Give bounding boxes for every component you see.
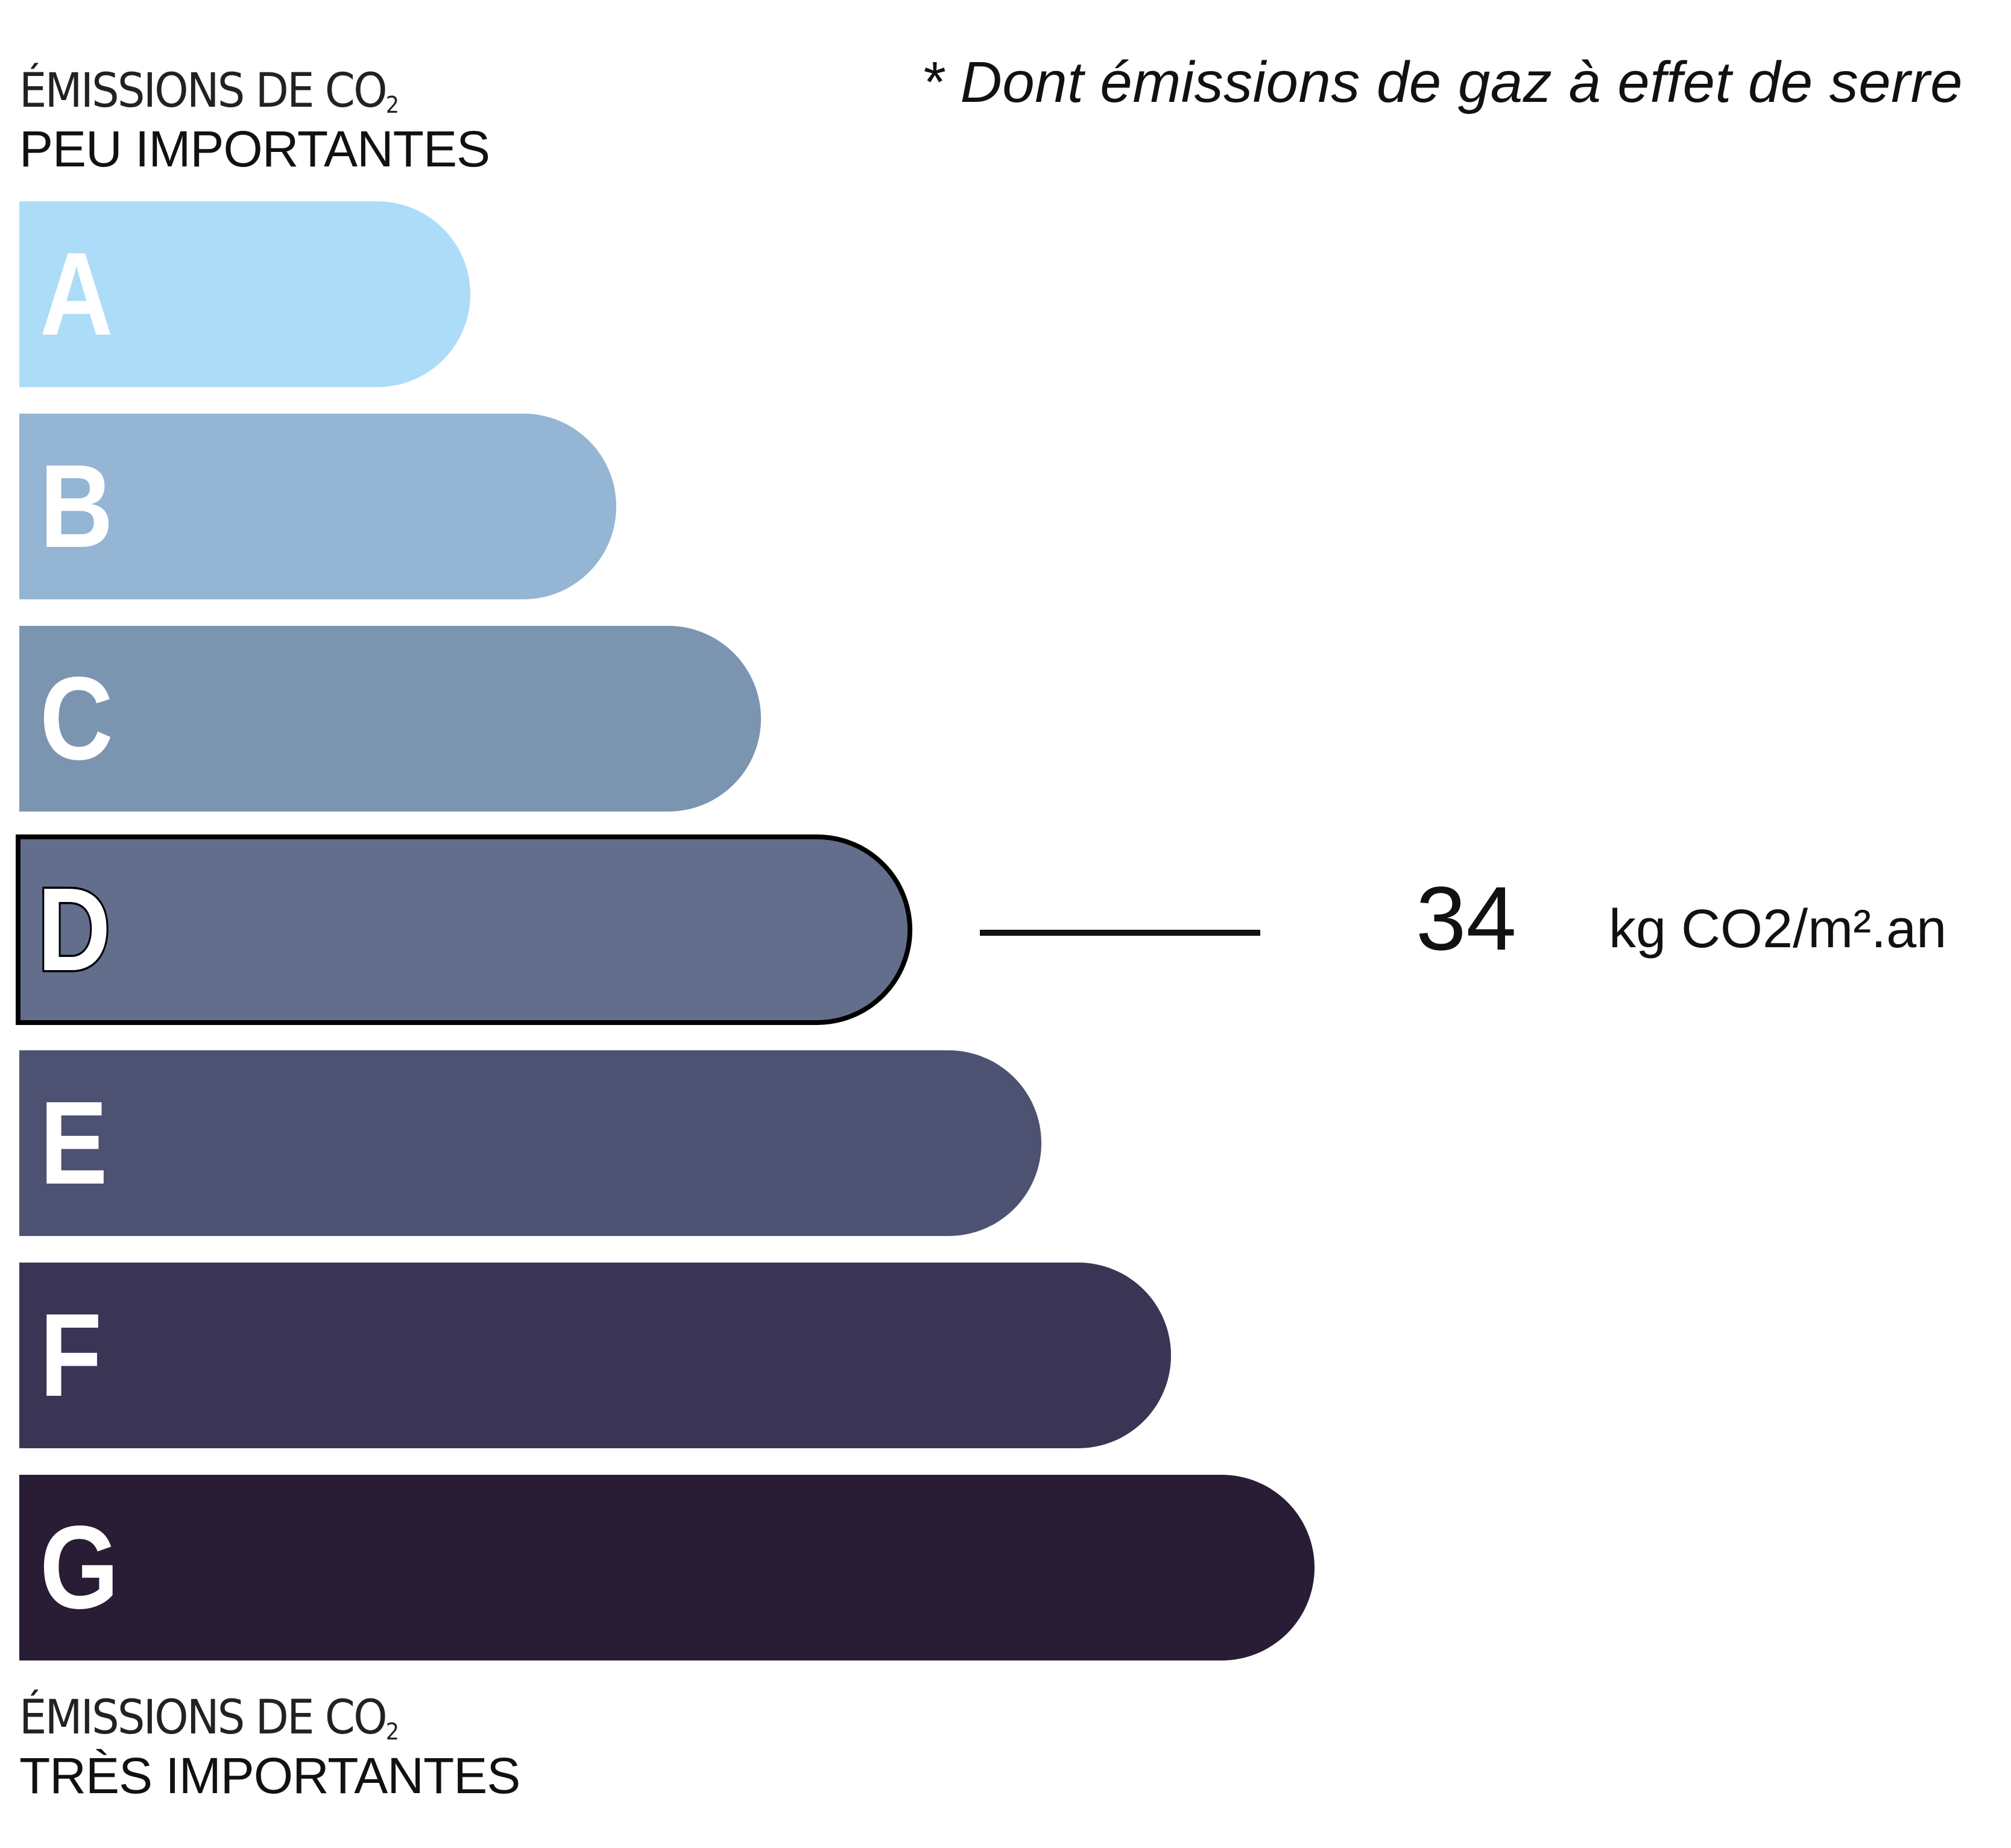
top-caption-line1: ÉMISSIONS DE CO2 xyxy=(19,64,400,118)
greenhouse-gas-note: * Dont émissions de gaz à effet de serre xyxy=(921,50,1963,115)
class-bar-a: A xyxy=(19,201,470,387)
bottom-caption-line2: TRÈS IMPORTANTES xyxy=(19,1747,520,1804)
class-letter-f: F xyxy=(40,1289,102,1421)
class-letter-g: G xyxy=(40,1501,119,1633)
class-bar-d: D xyxy=(16,834,912,1025)
class-letter-a: A xyxy=(40,228,113,360)
class-bar-b: B xyxy=(19,414,616,599)
class-bar-c: C xyxy=(19,626,761,812)
top-caption-line2: PEU IMPORTANTES xyxy=(19,121,490,177)
bottom-caption: ÉMISSIONS DE CO2 TRÈS IMPORTANTES xyxy=(19,1694,520,1801)
top-caption: ÉMISSIONS DE CO2 PEU IMPORTANTES xyxy=(19,68,490,174)
bottom-caption-line1: ÉMISSIONS DE CO2 xyxy=(19,1691,400,1745)
class-letter-e: E xyxy=(40,1077,108,1209)
class-bar-f: F xyxy=(19,1263,1171,1448)
class-letter-c: C xyxy=(40,652,113,784)
class-letter-b: B xyxy=(40,440,113,572)
emission-unit: kg CO2/m².an xyxy=(1609,899,1947,959)
rating-leader-line xyxy=(980,930,1260,936)
class-bar-g: G xyxy=(19,1475,1315,1660)
class-bar-e: E xyxy=(19,1050,1041,1236)
class-letter-d: D xyxy=(36,863,113,995)
emission-value: 34 xyxy=(1416,868,1517,969)
